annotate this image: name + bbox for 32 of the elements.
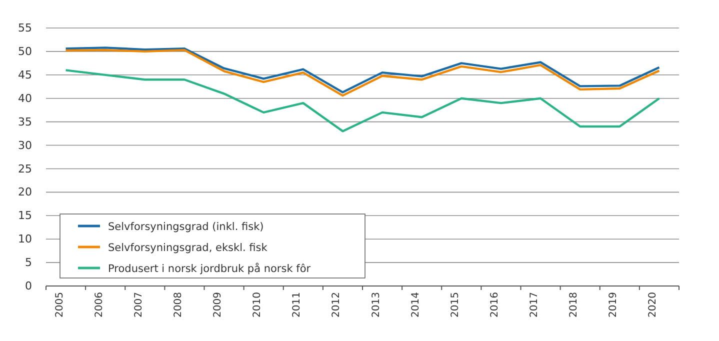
x-tick-label: 2017 [529, 292, 540, 318]
x-tick-label: 2008 [172, 292, 184, 318]
x-tick-label: 2007 [133, 292, 144, 318]
x-tick-label: 2010 [252, 292, 264, 318]
x-tick-label: 2013 [370, 292, 382, 318]
x-tick-label: 2016 [489, 292, 500, 318]
x-tick-label: 2020 [648, 292, 659, 318]
x-tick-label: 2011 [292, 292, 303, 318]
x-tick-label: 2009 [212, 292, 224, 318]
y-tick-label: 25 [18, 162, 32, 176]
y-tick-label: 20 [18, 186, 32, 199]
legend-label: Produsert i norsk jordbruk på norsk fôr [108, 262, 312, 275]
y-tick-label: 30 [18, 138, 32, 152]
y-tick-label: 35 [18, 115, 32, 128]
y-tick-label: 45 [18, 68, 32, 82]
legend-label: Selvforsyningsgrad (inkl. fisk) [108, 221, 264, 233]
y-tick-label: 55 [18, 22, 32, 35]
x-tick-label: 2018 [568, 292, 580, 318]
legend-label: Selvforsyningsgrad, ekskl. fisk [108, 242, 268, 254]
x-tick-label: 2019 [608, 292, 620, 318]
x-tick-label: 2005 [54, 292, 66, 318]
x-tick-label: 2012 [331, 292, 342, 318]
line-series [64, 69, 660, 132]
y-tick-label: 5 [25, 256, 32, 270]
y-tick-label: 0 [25, 280, 32, 293]
y-tick-label: 15 [18, 209, 32, 222]
x-tick-label: 2006 [94, 292, 105, 318]
y-tick-label: 10 [18, 232, 32, 246]
x-tick-label: 2014 [410, 292, 422, 318]
x-tick-label: 2015 [450, 292, 461, 318]
y-tick-label: 40 [18, 92, 32, 105]
y-tick-label: 50 [18, 44, 32, 58]
